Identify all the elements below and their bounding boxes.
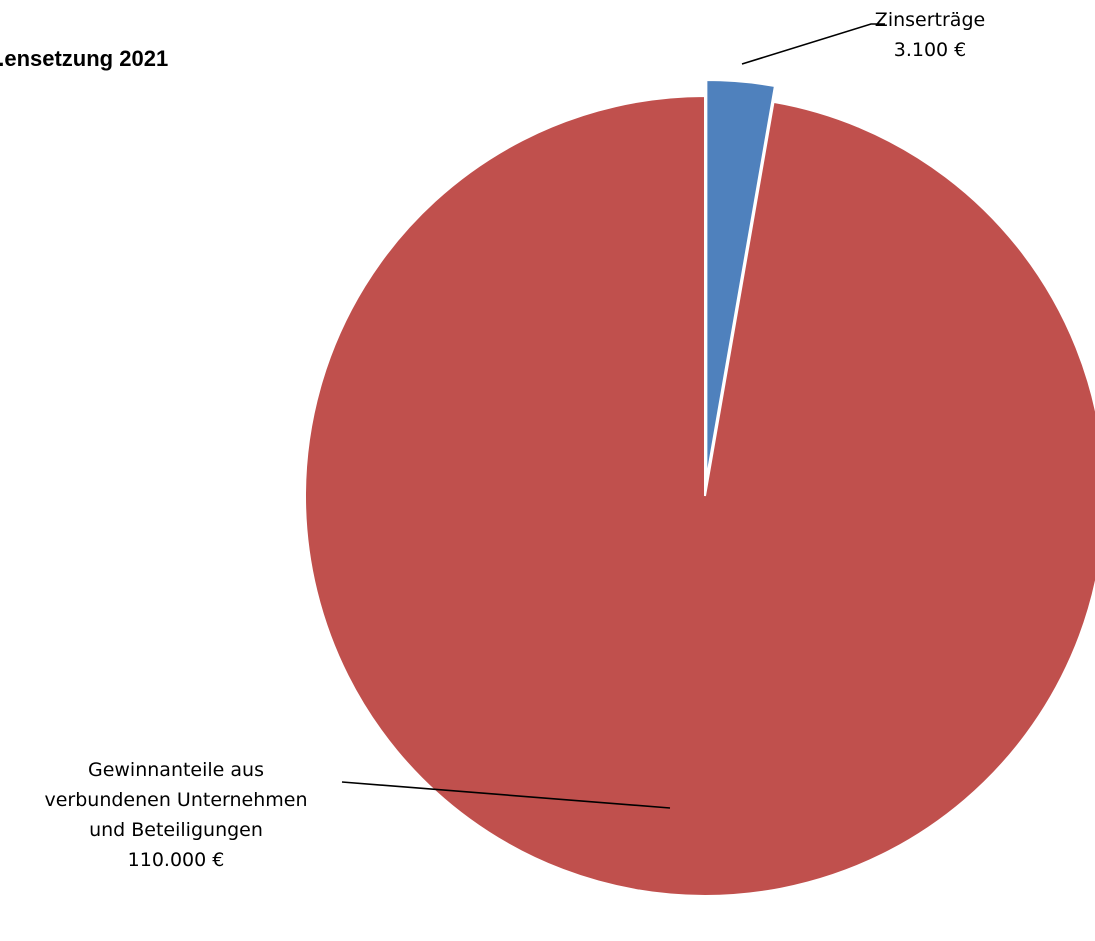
chart-title: ...ensetzung 2021 [0, 46, 168, 71]
slice-label-line: Gewinnanteile aus [88, 759, 264, 781]
slice-label-gewinnanteile: Gewinnanteile aus verbundenen Unternehmen… [44, 759, 307, 871]
leader-line-zinsertraege [742, 24, 885, 64]
slice-label-line: und Beteiligungen [89, 819, 263, 841]
slice-label-line: verbundenen Unternehmen [44, 789, 307, 811]
slice-label-line: Zinserträge [875, 9, 985, 31]
slice-label-line: 3.100 € [894, 39, 967, 61]
pie-slice-gewinnanteile [305, 96, 1095, 896]
pie-slices [305, 80, 1095, 896]
slice-label-line: 110.000 € [128, 849, 225, 871]
slice-label-zinsertraege: Zinserträge 3.100 € [875, 9, 985, 61]
